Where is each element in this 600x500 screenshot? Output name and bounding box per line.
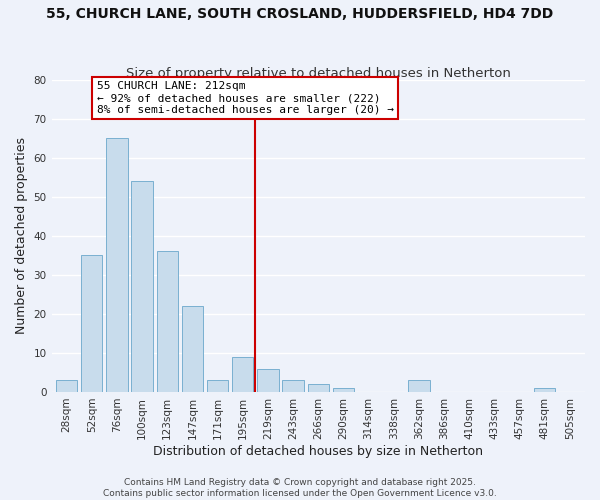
Bar bbox=[257, 368, 278, 392]
Bar bbox=[283, 380, 304, 392]
Bar bbox=[207, 380, 229, 392]
Bar bbox=[333, 388, 354, 392]
Y-axis label: Number of detached properties: Number of detached properties bbox=[15, 137, 28, 334]
Bar bbox=[157, 252, 178, 392]
Text: 55 CHURCH LANE: 212sqm
← 92% of detached houses are smaller (222)
8% of semi-det: 55 CHURCH LANE: 212sqm ← 92% of detached… bbox=[97, 82, 394, 114]
Bar bbox=[308, 384, 329, 392]
Bar bbox=[182, 306, 203, 392]
Bar bbox=[56, 380, 77, 392]
Text: Contains HM Land Registry data © Crown copyright and database right 2025.
Contai: Contains HM Land Registry data © Crown c… bbox=[103, 478, 497, 498]
Bar bbox=[534, 388, 556, 392]
Bar bbox=[232, 357, 253, 392]
Title: Size of property relative to detached houses in Netherton: Size of property relative to detached ho… bbox=[126, 66, 511, 80]
Bar bbox=[408, 380, 430, 392]
Bar bbox=[106, 138, 128, 392]
X-axis label: Distribution of detached houses by size in Netherton: Distribution of detached houses by size … bbox=[153, 444, 483, 458]
Bar bbox=[131, 181, 153, 392]
Text: 55, CHURCH LANE, SOUTH CROSLAND, HUDDERSFIELD, HD4 7DD: 55, CHURCH LANE, SOUTH CROSLAND, HUDDERS… bbox=[46, 8, 554, 22]
Bar bbox=[81, 256, 103, 392]
